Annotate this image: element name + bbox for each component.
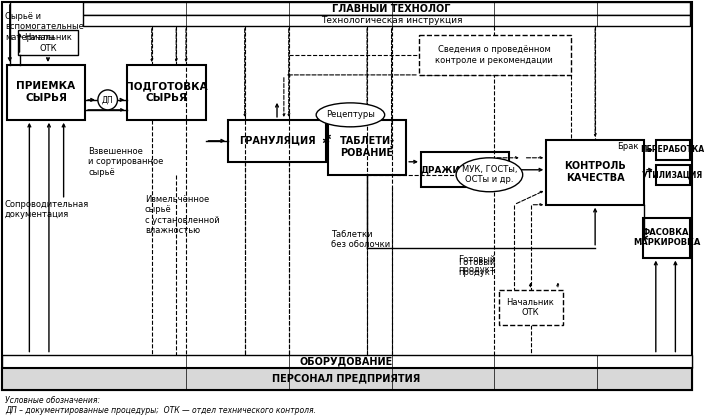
Bar	[421, 152, 509, 187]
Text: Сведения о проведённом
контроле и рекомендации: Сведения о проведённом контроле и рекоме…	[435, 45, 553, 65]
Bar	[643, 218, 690, 257]
Bar	[656, 140, 690, 160]
Bar	[83, 2, 690, 15]
Text: ОБОРУДОВАНИЕ: ОБОРУДОВАНИЕ	[300, 357, 393, 367]
Text: ГРАНУЛЯЦИЯ: ГРАНУЛЯЦИЯ	[239, 136, 316, 146]
Bar	[228, 120, 326, 162]
Text: Технологическая инструкция: Технологическая инструкция	[320, 16, 462, 25]
Text: ПРИЕМКА
СЫРЬЯ: ПРИЕМКА СЫРЬЯ	[16, 81, 76, 103]
Text: ДП: ДП	[102, 95, 113, 104]
Text: ПЕРСОНАЛ ПРЕДПРИЯТИЯ: ПЕРСОНАЛ ПРЕДПРИЯТИЯ	[272, 374, 420, 384]
Text: ТАБЛЕТИ-
РОВАНИЕ: ТАБЛЕТИ- РОВАНИЕ	[340, 136, 395, 158]
Bar	[2, 367, 692, 390]
Bar	[83, 15, 690, 26]
Bar	[656, 165, 690, 185]
Bar	[328, 120, 406, 175]
Text: Начальник
ОТК: Начальник ОТК	[24, 33, 72, 53]
Text: ГЛАВНЫЙ ТЕХНОЛОГ: ГЛАВНЫЙ ТЕХНОЛОГ	[333, 4, 451, 14]
Text: Готовый
продукт: Готовый продукт	[458, 255, 496, 274]
Bar	[499, 290, 563, 325]
Text: Начальник
ОТК: Начальник ОТК	[507, 298, 554, 317]
Text: МУК, ГОСТы,
ОСТы и др.: МУК, ГОСТы, ОСТы и др.	[462, 165, 517, 184]
Text: Рецептуры: Рецептуры	[326, 110, 375, 120]
Text: Готовый
продукт: Готовый продукт	[458, 257, 496, 277]
Circle shape	[98, 90, 118, 110]
Text: Брак: Брак	[617, 142, 638, 151]
Ellipse shape	[316, 103, 385, 127]
Text: ДРАЖИРОВАНИЕ: ДРАЖИРОВАНИЕ	[420, 165, 510, 174]
Text: ПОДГОТОВКА
СЫРЬЯ: ПОДГОТОВКА СЫРЬЯ	[125, 81, 208, 103]
Text: Взвешенное
и сортированное
сырьё: Взвешенное и сортированное сырьё	[88, 147, 164, 177]
Bar	[127, 65, 206, 120]
Bar	[2, 354, 692, 367]
Bar	[18, 30, 78, 55]
Text: КОНТРОЛЬ
КАЧЕСТВА: КОНТРОЛЬ КАЧЕСТВА	[564, 161, 626, 183]
Text: Сырьё и
вспомогательные
материалы: Сырьё и вспомогательные материалы	[5, 12, 84, 42]
Text: Таблетки
без оболочки: Таблетки без оболочки	[331, 230, 390, 249]
Text: ПЕРЕРАБОТКА: ПЕРЕРАБОТКА	[640, 145, 705, 154]
Bar	[7, 65, 85, 120]
Bar	[546, 140, 644, 205]
Text: Сопроводительная
документация: Сопроводительная документация	[5, 200, 89, 219]
Text: ДП – документированные процедуры;  ОТК — отдел технического контроля.: ДП – документированные процедуры; ОТК — …	[5, 406, 316, 415]
Ellipse shape	[456, 158, 523, 192]
Text: Измельчённое
сырьё
с установленной
влажностью: Измельчённое сырьё с установленной влажн…	[145, 195, 220, 235]
Text: Условные обозначения:: Условные обозначения:	[5, 397, 100, 405]
Bar	[419, 35, 571, 75]
Text: ФАСОВКА,
МАРКИРОВКА: ФАСОВКА, МАРКИРОВКА	[633, 228, 700, 247]
Text: УТИЛИЗАЦИЯ: УТИЛИЗАЦИЯ	[642, 170, 703, 179]
